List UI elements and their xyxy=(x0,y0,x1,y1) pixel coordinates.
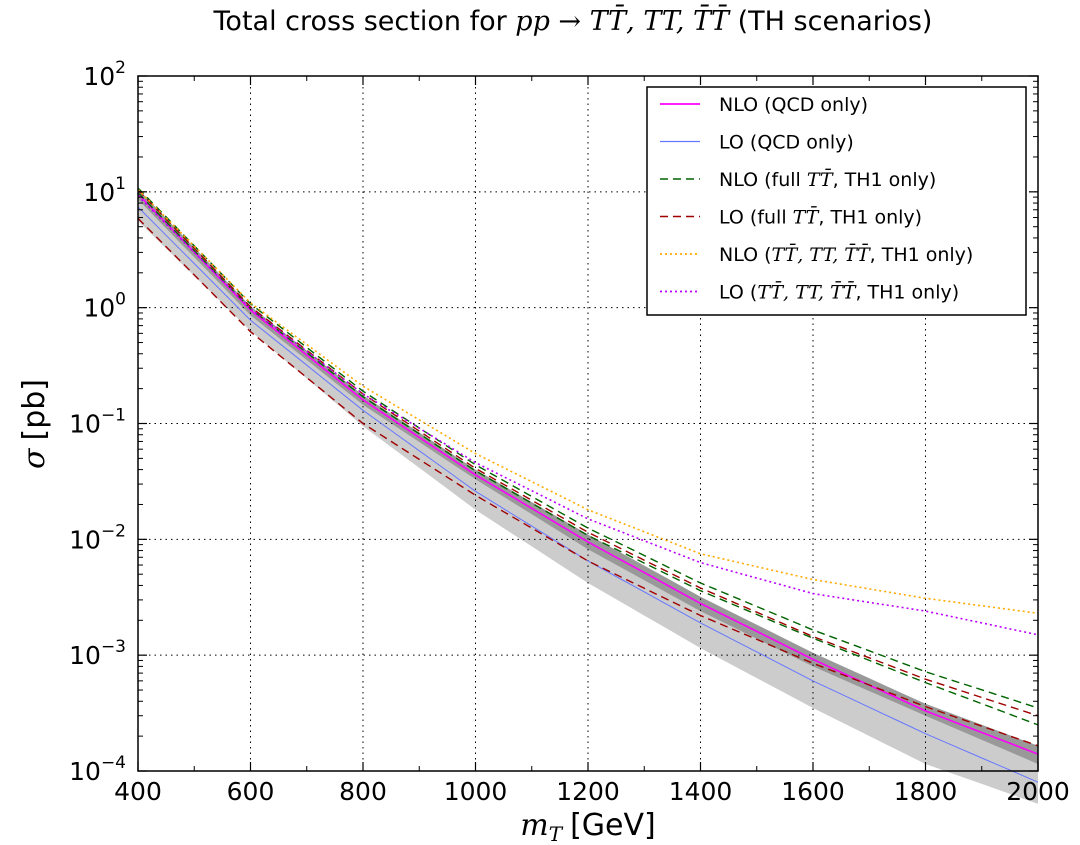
y-tick-label-2: 10−2 xyxy=(69,521,126,554)
axis-ticks xyxy=(137,75,1039,772)
legend-label-4: NLO (TT̄, TT, T̄T̄, TH1 only) xyxy=(719,243,973,266)
series-line-0 xyxy=(137,193,1039,755)
legend-box xyxy=(646,86,1027,316)
x-tick-label-1: 600 xyxy=(227,777,275,806)
legend-label-5: LO (TT̄, TT, T̄T̄, TH1 only) xyxy=(719,280,959,303)
series-line-5 xyxy=(137,217,1039,747)
legend: NLO (QCD only) LO (QCD only) NLO (full TT̄… xyxy=(646,86,1027,316)
y-axis-label: σ[pb] xyxy=(17,379,52,469)
x-tick-label-5: 1400 xyxy=(669,777,733,806)
band-0 xyxy=(138,191,1038,804)
chart-title: Total cross section for pp → TT̄, TT, T̄… xyxy=(213,3,933,37)
y-tick-label-6: 102 xyxy=(83,58,126,91)
data-series xyxy=(137,187,1039,783)
legend-label-0: NLO (QCD only) xyxy=(719,94,868,116)
x-axis-label: mT [GeV] xyxy=(520,808,655,845)
series-line-2 xyxy=(137,187,1039,709)
x-tick-labels: 400 600 800 1000 1200 1400 1600 1800 2000 xyxy=(114,777,1070,806)
series-line-6 xyxy=(137,188,1039,615)
uncertainty-bands xyxy=(138,188,1038,804)
x-tick-label-2: 800 xyxy=(339,777,387,806)
x-tick-label-3: 1000 xyxy=(444,777,508,806)
y-tick-label-3: 10−1 xyxy=(69,406,126,439)
series-line-7 xyxy=(137,195,1039,636)
y-tick-label-1: 10−3 xyxy=(69,637,126,670)
y-tick-labels: 10−4 10−3 10−2 10−1 100 101 102 xyxy=(69,58,126,786)
x-tick-label-7: 1800 xyxy=(894,777,958,806)
legend-label-1: LO (QCD only) xyxy=(719,132,854,154)
y-tick-label-5: 101 xyxy=(83,174,126,207)
x-tick-label-4: 1200 xyxy=(556,777,620,806)
x-tick-label-0: 400 xyxy=(114,777,162,806)
series-line-4 xyxy=(137,189,1039,717)
x-tick-label-8: 2000 xyxy=(1006,777,1070,806)
series-line-1 xyxy=(137,206,1039,783)
legend-label-2: NLO (full TT̄, TH1 only) xyxy=(719,168,936,191)
y-tick-label-4: 100 xyxy=(83,290,126,323)
y-tick-label-0: 10−4 xyxy=(69,753,126,786)
legend-label-3: LO (full TT̄, TH1 only) xyxy=(719,205,922,228)
x-tick-label-6: 1600 xyxy=(781,777,845,806)
